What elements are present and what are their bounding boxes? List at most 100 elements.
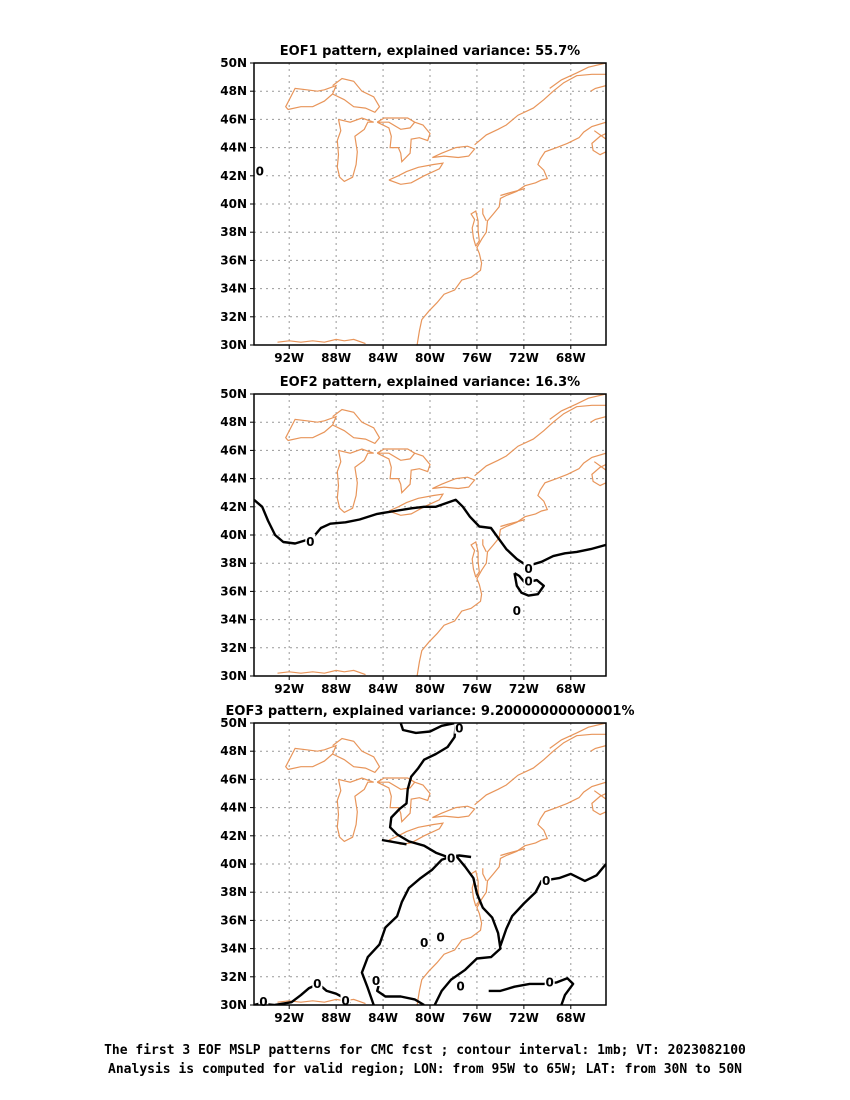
y-tick-label: 42N	[220, 169, 247, 183]
eof-figure: EOF1 pattern, explained variance: 55.7% 9…	[220, 44, 635, 1025]
eof-panel-2: EOF2 pattern, explained variance: 16.3% 9…	[220, 375, 607, 696]
contour-label: 0	[542, 874, 550, 888]
coastline-segment	[277, 338, 366, 345]
coastline-segment	[332, 737, 381, 774]
x-tick-label: 76W	[462, 682, 492, 696]
y-tick-label: 38N	[220, 556, 247, 570]
contour-label-bg	[435, 929, 446, 943]
x-tick-label: 84W	[368, 682, 398, 696]
coastline-segment	[284, 84, 338, 111]
x-tick-label: 68W	[556, 1011, 586, 1025]
contour-label: 0	[447, 851, 455, 865]
y-tick-label: 50N	[220, 56, 247, 70]
contour-line-zero	[488, 977, 575, 1005]
y-tick-label: 48N	[220, 415, 247, 429]
panel-title: EOF3 pattern, explained variance: 9.2000…	[226, 704, 635, 719]
y-tick-label: 36N	[220, 584, 247, 598]
coastline-segment	[284, 415, 338, 442]
coastline-segment	[388, 822, 445, 845]
contour-label-bg	[446, 850, 457, 864]
coastline-segment	[416, 781, 606, 1005]
coastline-segment	[590, 416, 606, 423]
x-tick-label: 72W	[509, 1011, 539, 1025]
panel-title: EOF1 pattern, explained variance: 55.7%	[280, 44, 580, 59]
contour-label-bg	[523, 560, 534, 574]
x-tick-label: 88W	[321, 1011, 351, 1025]
coastline-segment	[336, 448, 374, 514]
contour-line-zero	[360, 855, 451, 1005]
coastline-segment	[376, 452, 431, 495]
coastline-segment	[590, 85, 606, 92]
contour-label: 0	[256, 165, 264, 179]
coastline-segment	[277, 669, 366, 676]
x-tick-label: 92W	[274, 682, 304, 696]
x-tick-label: 92W	[274, 1011, 304, 1025]
coastline-segment	[376, 121, 431, 164]
coastline-segment	[593, 130, 606, 140]
contour-label-bg	[454, 720, 465, 734]
coastline-segment	[500, 518, 526, 528]
coastline-segment	[388, 162, 445, 185]
coastline-segment	[376, 448, 416, 454]
contour-label: 0	[524, 575, 532, 589]
contour-label-bg	[371, 973, 382, 987]
x-tick-label: 68W	[556, 351, 586, 365]
contour-label: 0	[341, 994, 349, 1008]
y-tick-label: 50N	[220, 716, 247, 730]
contour-label-bg	[258, 994, 269, 1008]
y-tick-label: 38N	[220, 885, 247, 899]
y-tick-label: 48N	[220, 744, 247, 758]
coastline-segment	[591, 463, 606, 487]
contour-label: 0	[420, 936, 428, 950]
coastline-segment	[474, 404, 606, 477]
y-tick-label: 32N	[220, 641, 247, 655]
y-tick-label: 42N	[220, 500, 247, 514]
contour-line-zero	[381, 838, 407, 846]
panel-title: EOF2 pattern, explained variance: 16.3%	[280, 375, 580, 390]
coastline-segment	[416, 452, 606, 676]
coastline-segment	[482, 539, 487, 553]
y-tick-label: 40N	[220, 857, 247, 871]
y-tick-label: 34N	[220, 282, 247, 296]
coastline-segment	[549, 394, 606, 420]
contour-label-bg	[544, 974, 555, 988]
coastline-segment	[332, 77, 381, 114]
x-tick-label: 72W	[509, 682, 539, 696]
coastline-segment	[590, 745, 606, 752]
x-tick-label: 80W	[415, 351, 445, 365]
x-tick-label: 92W	[274, 351, 304, 365]
contour-line-zero	[433, 854, 502, 1005]
contour-label-bg	[254, 163, 265, 177]
y-tick-label: 44N	[220, 141, 247, 155]
y-tick-label: 32N	[220, 970, 247, 984]
contour-label: 0	[436, 930, 444, 944]
coastline-segment	[549, 723, 606, 749]
y-tick-label: 30N	[220, 338, 247, 352]
coastline-segment	[593, 790, 606, 800]
contour-label-bg	[455, 978, 466, 992]
contour-label: 0	[456, 980, 464, 994]
coastline-segment	[500, 847, 526, 857]
x-tick-label: 68W	[556, 682, 586, 696]
coastline-segment	[591, 132, 606, 156]
y-tick-label: 40N	[220, 528, 247, 542]
footer-line-1: The first 3 EOF MSLP patterns for CMC fc…	[104, 1043, 746, 1058]
y-tick-label: 36N	[220, 253, 247, 267]
y-tick-label: 30N	[220, 669, 247, 683]
coastline-segment	[482, 868, 487, 882]
x-tick-label: 80W	[415, 682, 445, 696]
coastline-segment	[474, 733, 606, 806]
contour-label-bg	[541, 872, 552, 886]
coastline-segment	[336, 117, 374, 183]
y-tick-label: 46N	[220, 112, 247, 126]
coastline-segment	[470, 541, 480, 578]
contour-label: 0	[313, 977, 321, 991]
x-tick-label: 84W	[368, 1011, 398, 1025]
coastline-segment	[500, 187, 526, 197]
y-tick-label: 30N	[220, 998, 247, 1012]
coastline-segment	[432, 476, 476, 490]
x-tick-label: 80W	[415, 1011, 445, 1025]
contour-line-zero	[399, 723, 457, 735]
coastline-segment	[432, 805, 476, 819]
contour-label-bg	[312, 975, 323, 989]
